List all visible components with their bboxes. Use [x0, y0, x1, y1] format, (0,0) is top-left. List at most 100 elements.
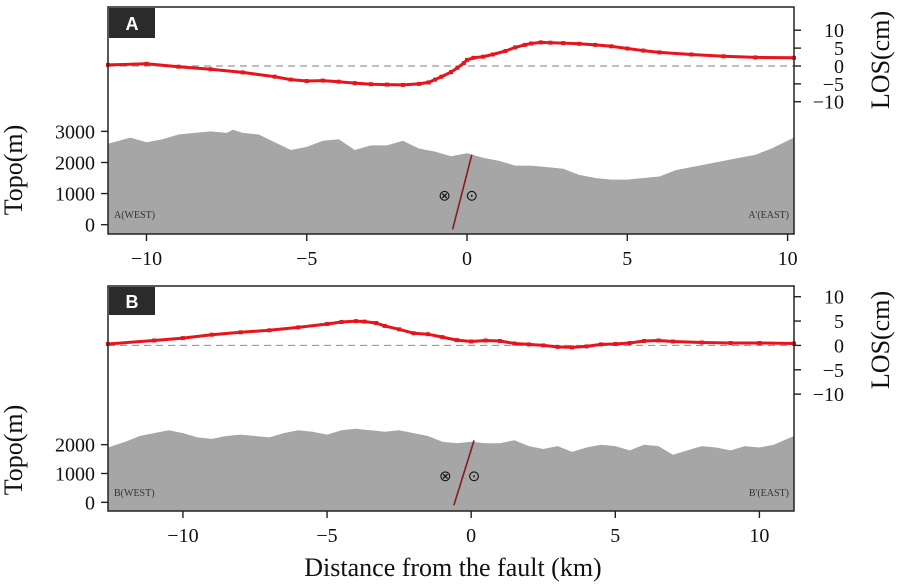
topo-tick-label: 0: [85, 492, 95, 514]
los-point: [208, 67, 213, 72]
los-tick-label: 10: [824, 287, 844, 309]
los-point: [180, 336, 185, 341]
x-tick-label: −10: [167, 525, 198, 547]
los-point: [209, 332, 214, 337]
los-point: [570, 345, 575, 350]
los-point: [757, 341, 762, 345]
los-point: [144, 61, 149, 66]
los-tick-label: −10: [813, 92, 844, 114]
los-point: [577, 41, 582, 46]
topo-axis-title-a: Topo(m): [0, 125, 28, 216]
los-tick-label: −5: [823, 360, 844, 382]
panel-badge-b: [109, 287, 155, 315]
los-point: [384, 82, 389, 87]
los-point: [641, 48, 646, 53]
los-tick-label: 0: [834, 335, 844, 357]
los-point: [320, 78, 325, 83]
x-tick-label: 5: [622, 248, 632, 270]
los-point: [304, 79, 309, 83]
topo-area: [108, 428, 794, 511]
los-point: [455, 65, 460, 70]
topo-tick-label: 1000: [55, 184, 95, 206]
los-point: [481, 54, 486, 59]
los-tick-label: 0: [834, 56, 844, 78]
fault-trace-b: [453, 440, 475, 506]
into-page-symbol-icon: ⊗: [439, 469, 452, 485]
los-point: [176, 64, 181, 69]
los-point: [471, 55, 476, 60]
los-point: [454, 338, 459, 343]
los-point: [593, 42, 598, 47]
topo-axis-title-b: Topo(m): [0, 405, 28, 496]
east-label-a: A'(EAST): [748, 210, 789, 221]
los-point: [627, 341, 632, 345]
west-label-a: A(WEST): [114, 210, 155, 221]
los-tick-label: −5: [823, 74, 844, 96]
los-point: [416, 81, 421, 86]
topo-tick-label: 2000: [55, 435, 95, 457]
los-point: [753, 55, 758, 60]
x-tick-label: 10: [778, 248, 798, 270]
x-tick-label: −5: [316, 525, 337, 547]
x-tick-label: 0: [466, 525, 476, 547]
los-point: [440, 335, 445, 340]
los-point: [400, 82, 405, 87]
los-point: [670, 339, 675, 344]
los-point: [240, 70, 245, 75]
los-tick-label: −10: [813, 384, 844, 406]
x-tick-label: 10: [749, 525, 769, 547]
los-point: [490, 52, 495, 57]
los-point: [625, 46, 630, 51]
topo-tick-label: 0: [85, 215, 95, 237]
los-tick-label: 5: [834, 38, 844, 60]
x-tick-label: −5: [296, 248, 317, 270]
los-point: [548, 40, 553, 45]
los-point: [426, 80, 431, 85]
los-point: [609, 44, 614, 49]
los-point: [513, 45, 518, 50]
out-of-page-symbol-icon: ⊙: [466, 189, 479, 205]
topo-tick-label: 2000: [55, 152, 95, 174]
los-point: [433, 77, 437, 82]
los-point: [439, 74, 444, 79]
los-point: [699, 340, 704, 345]
los-point: [397, 327, 402, 332]
east-label-b: B'(EAST): [749, 488, 789, 499]
west-label-b: B(WEST): [114, 488, 155, 499]
los-point: [152, 338, 157, 343]
los-axis-title-a: LOS(cm): [866, 11, 895, 109]
panel-badge-a: [109, 8, 155, 38]
los-point: [272, 74, 277, 79]
los-point: [541, 343, 546, 348]
los-point: [598, 342, 603, 347]
los-point: [657, 50, 662, 55]
los-point: [656, 338, 661, 343]
x-tick-label: −10: [131, 248, 162, 270]
topo-profile-b: [108, 428, 794, 511]
x-axis-title: Distance from the fault (km): [304, 553, 601, 582]
los-point: [728, 341, 733, 345]
los-point: [538, 40, 543, 45]
los-point: [352, 81, 357, 86]
los-point: [238, 330, 243, 335]
los-point: [374, 321, 379, 325]
los-point: [561, 41, 566, 46]
los-point: [461, 61, 466, 66]
los-point: [368, 82, 373, 87]
plot-frame-a: [107, 6, 795, 235]
los-point: [526, 342, 531, 347]
los-tick-label: 5: [834, 311, 844, 333]
los-point: [362, 319, 367, 324]
x-tick-label: 5: [610, 525, 620, 547]
los-point: [512, 341, 517, 346]
fault-trace-a: [451, 154, 473, 230]
topo-area: [108, 129, 794, 234]
x-tick-label: 0: [462, 248, 472, 270]
los-point: [689, 52, 694, 57]
into-page-symbol-icon: ⊗: [438, 189, 451, 205]
topo-tick-label: 1000: [55, 464, 95, 486]
los-point: [483, 338, 488, 343]
los-point: [353, 319, 358, 324]
